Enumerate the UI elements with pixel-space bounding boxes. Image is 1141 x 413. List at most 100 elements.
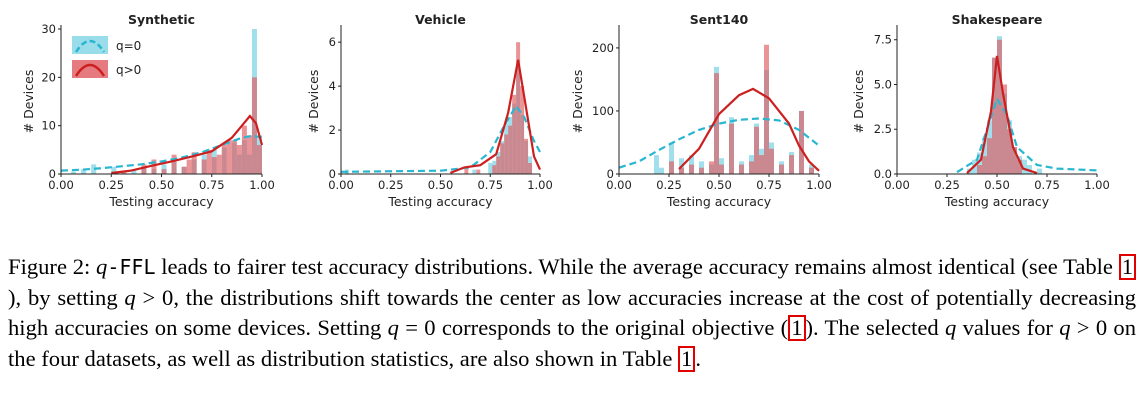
density-line-qpos [449,59,542,174]
x-tick-label: 0.50 [706,178,732,192]
caption-q: q [945,315,957,340]
histogram-bar-qpos [997,39,1002,175]
x-tick-label: 0.25 [656,178,682,192]
y-tick-label: 0 [329,167,336,181]
x-tick-label: 0.25 [934,178,960,192]
histogram-bar-q0 [982,138,987,174]
y-axis-label: # Devices [306,70,321,134]
histogram-bar-q0 [1022,159,1027,174]
x-tick-label: 0.25 [378,178,404,192]
histogram-bar-q0 [659,167,664,174]
caption-text-4: = 0 corresponds to the original objectiv… [398,315,789,340]
histogram-bar-qpos [719,164,724,174]
histogram-bar-qpos [749,161,754,174]
table-ref-link-1[interactable]: 1 [1118,254,1136,280]
histogram-bar-qpos [524,138,529,174]
histogram-bar-q0 [669,142,674,174]
table-ref-link-2[interactable]: 1 [678,345,696,372]
histogram-bar-qpos [504,134,509,174]
density-line-q0 [618,117,820,169]
equation-ref-link[interactable]: 1 [788,315,806,341]
y-axis-label: # Devices [21,70,36,134]
histogram-bar-qpos [141,164,147,174]
histogram-bar-qpos [191,152,197,174]
histogram-bar-qpos [496,156,501,174]
histogram-bar-q0 [654,155,659,174]
histogram-bar-q0 [131,169,137,174]
x-tick-label: 0.00 [884,178,910,192]
chart-title: Sent140 [690,12,749,27]
y-tick-label: 6 [329,35,336,49]
histogram-bar-qpos [982,156,987,174]
histogram-bar-qpos [231,140,237,174]
caption-text-2: ), by setting [8,284,125,310]
y-tick-label: 7.5 [874,33,892,47]
caption-text-1: leads to fairer test accuracy distributi… [155,254,1119,279]
histogram-bar-qpos [161,169,167,174]
histogram-bar-qpos [799,110,804,174]
y-tick-label: 0 [49,167,56,181]
histogram-bar-qpos [512,94,517,174]
x-tick-label: 0.50 [149,178,175,192]
legend-swatch-qpos [72,60,108,78]
legend-line-qpos [74,63,106,77]
caption-q: q [387,315,399,340]
histogram-bar-qpos [1017,159,1022,174]
histogram-bar-qpos [699,167,704,174]
legend-label-q0: q=0 [116,39,141,53]
histogram-bar-qpos [759,155,764,174]
histogram-bar-qpos [1007,129,1012,174]
density-line-qpos [678,87,820,172]
y-tick-label: 200 [592,41,614,55]
chart-panel-shakespeare: 0.00 0.25 0.50 0.75 1.00 0.0 2.5 5.0 7.5 Shakespe… [851,12,1110,209]
y-tick-label: 2.5 [874,122,892,136]
y-tick-label: 0.0 [874,167,892,181]
x-tick-label: 0.50 [428,178,454,192]
y-tick-label: 5.0 [874,77,892,91]
histogram-bar-qpos [754,126,759,174]
histogram-bar-qpos [151,159,157,174]
histogram-bar-q0 [91,164,97,174]
x-tick-label: 0.00 [328,178,354,192]
histogram-bar-qpos [977,165,982,174]
chart-title: Vehicle [415,12,466,27]
histogram-bar-qpos [241,125,247,174]
chart-panel-vehicle: 0.00 0.25 0.50 0.75 1.00 0 2 4 6 Vehicle Testing a… [306,12,553,209]
histogram-bar-qpos [251,77,257,174]
density-line-q0 [60,134,263,172]
histogram-bar-q0 [1027,165,1032,174]
chart-panel-synthetic: 0.00 0.25 0.50 0.75 1.00 0 10 20 30 Synthetic Test… [21,12,275,209]
histogram-bar-qpos [508,125,513,174]
y-tick-label: 30 [41,22,56,36]
y-axis-label: # Devices [570,70,585,134]
x-tick-label: 0.25 [98,178,124,192]
caption-text-6: values for [956,315,1060,340]
histogram-bar-qpos [528,163,533,174]
histogram-bar-qpos [464,167,469,174]
histogram-bar-qpos [201,159,207,174]
histogram-bar-q0 [488,163,493,174]
caption-text-3: > 0, the distributions shift towards the… [8,284,1136,341]
caption-method: -FFL [107,255,156,279]
histogram-bar-qpos [171,154,177,174]
histogram-bar-qpos [216,154,222,174]
y-tick-label: 100 [592,104,614,118]
caption-q: q [96,254,108,279]
histogram-bar-q0 [1037,168,1042,174]
histogram-bar-qpos [1012,147,1017,174]
figure-caption: Figure 2: q-FFL leads to fairer test acc… [8,252,1136,374]
histogram-bar-q0 [161,164,167,174]
histogram-bar-qpos [714,73,719,174]
x-axis-label: Testing accuracy [108,194,214,209]
histogram-bar-qpos [186,159,192,174]
chart-title: Synthetic [128,12,195,27]
legend-swatch-q0 [72,36,108,54]
chart-legend: q=0 q>0 [72,36,141,78]
x-tick-label: 0.00 [606,178,632,192]
caption-text-5: ). The selected [805,315,945,340]
x-tick-label: 0.75 [1034,178,1060,192]
x-tick-label: 1.00 [527,178,553,192]
legend-label-qpos: q>0 [116,63,141,77]
histogram-bar-q0 [472,169,477,174]
legend-line-q0 [74,39,106,53]
